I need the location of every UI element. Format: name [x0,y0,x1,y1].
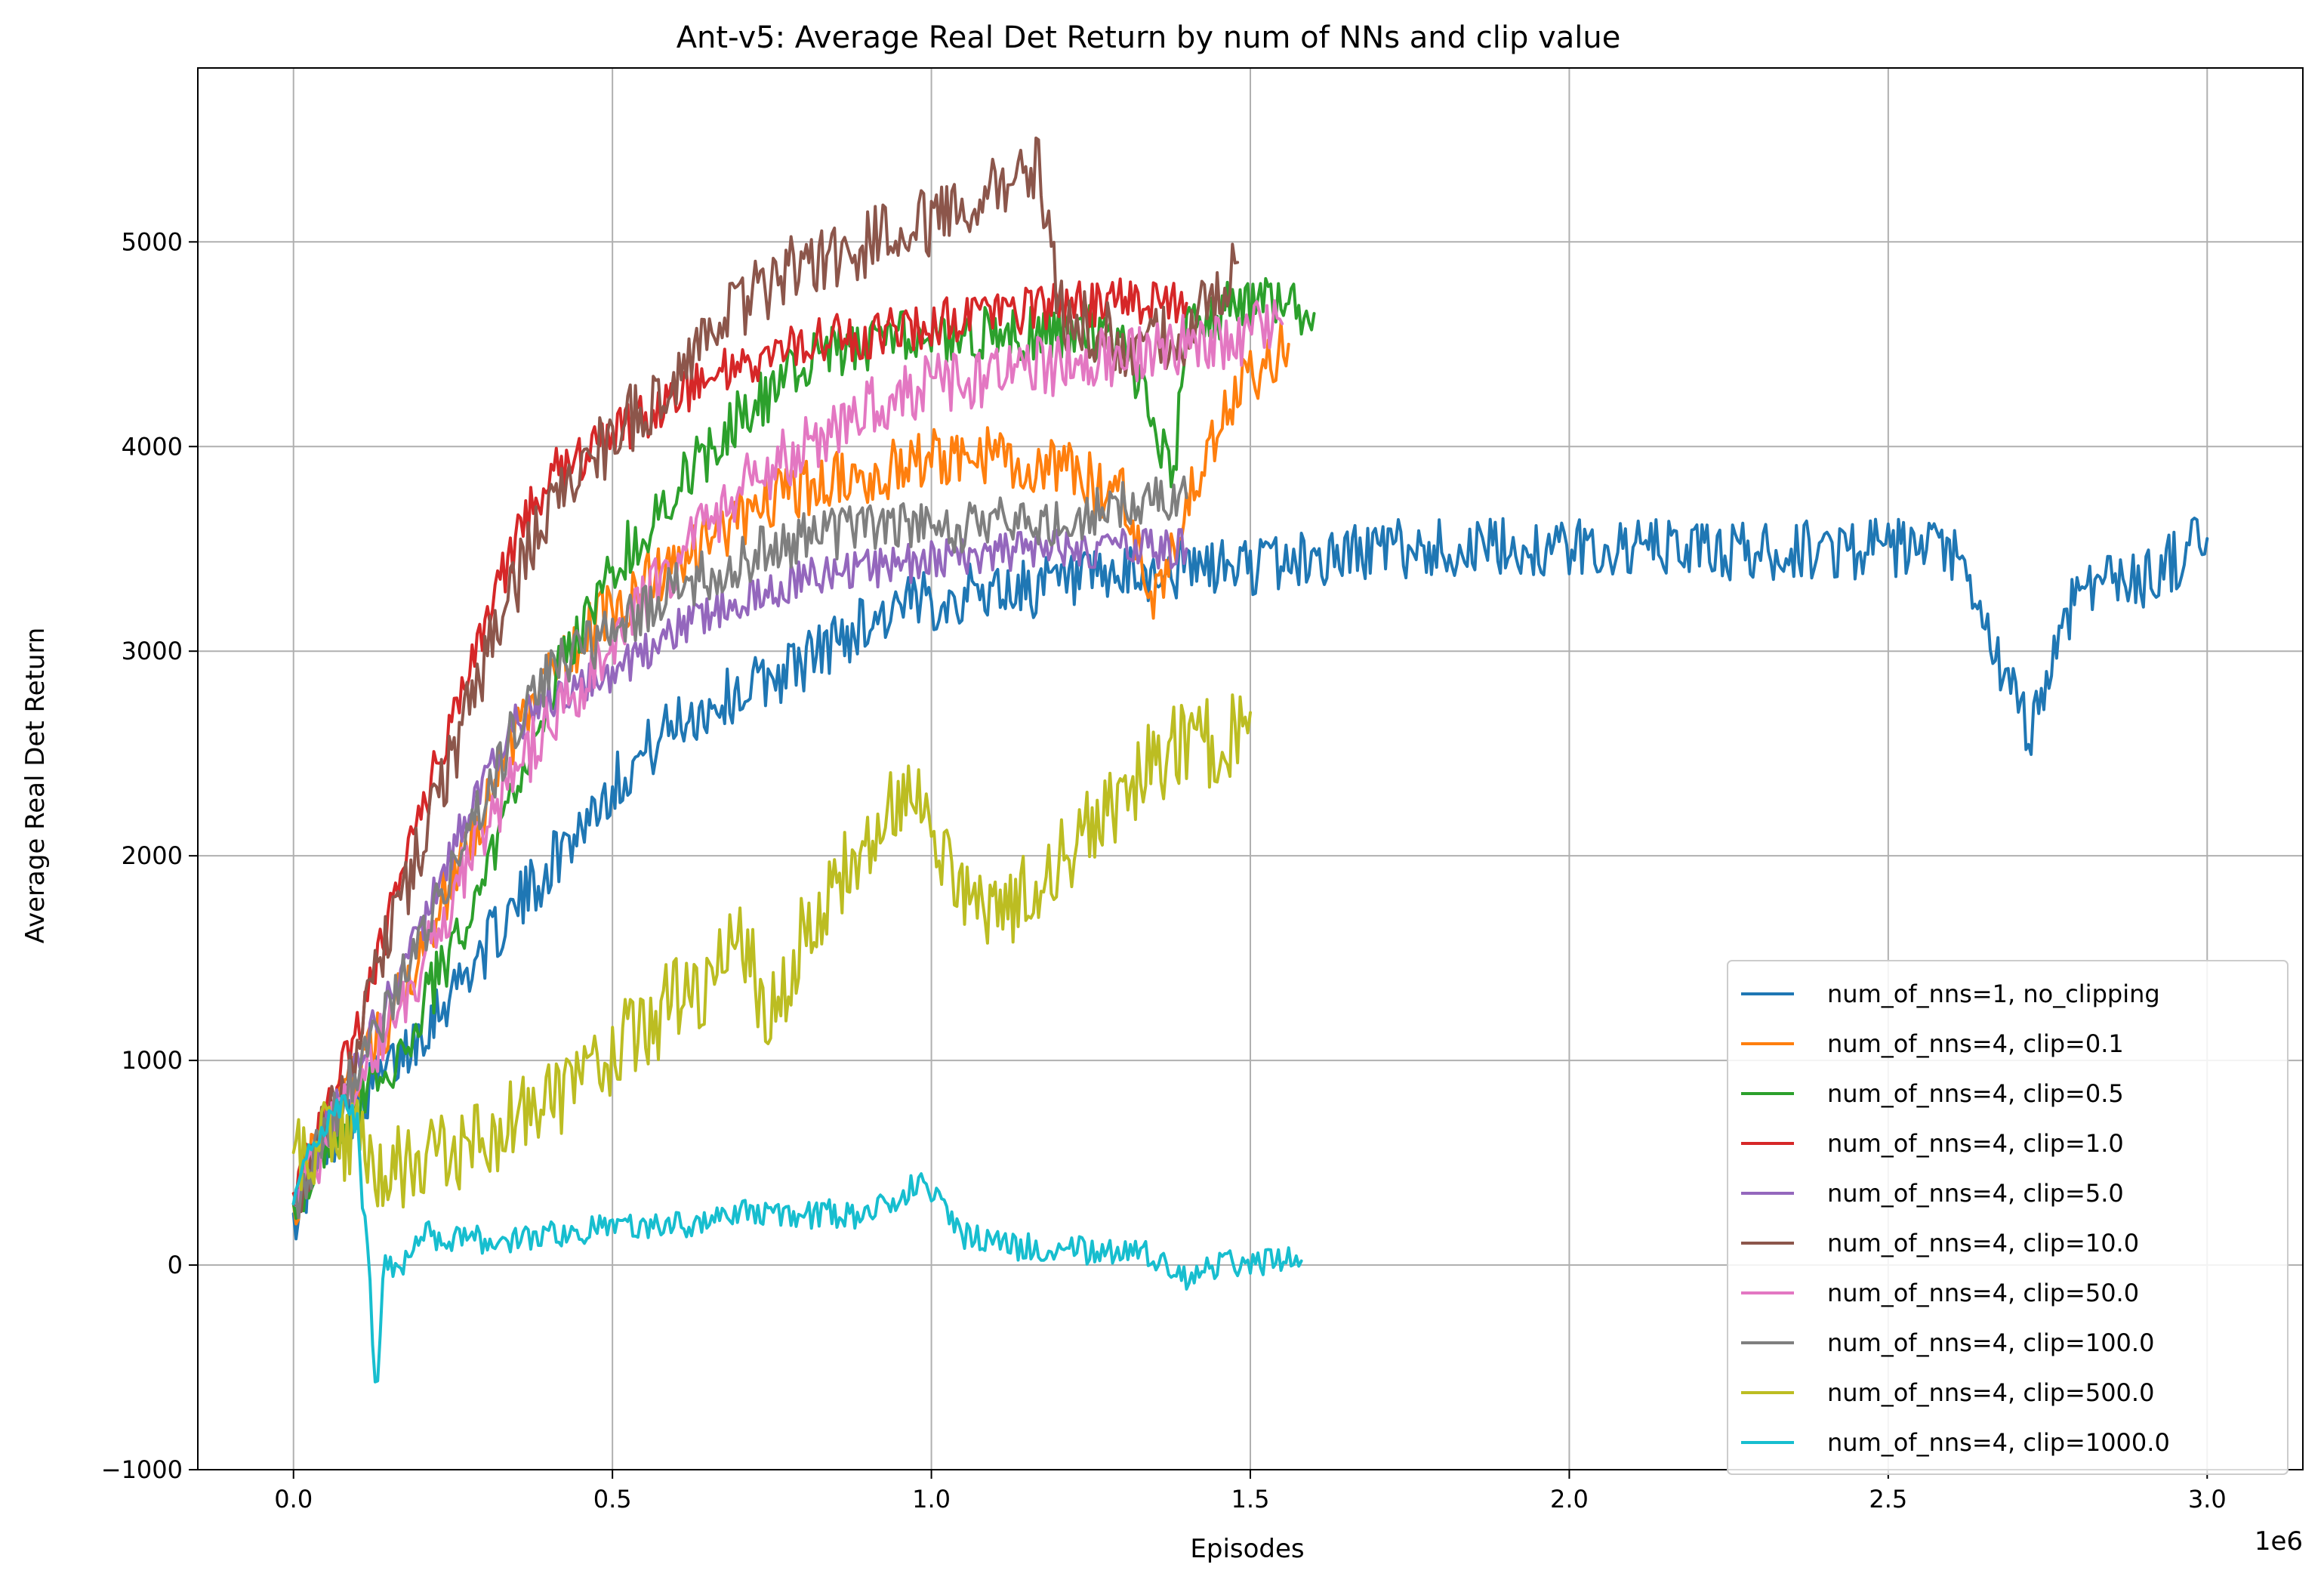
y-tick-label: 3000 [122,637,183,665]
y-axis-label: Average Real Det Return [20,628,51,944]
x-tick-label: 0.5 [593,1485,632,1513]
x-tick-label: 2.0 [1550,1485,1589,1513]
y-tick-label: 5000 [122,227,183,256]
legend-label: num_of_nns=4, clip=50.0 [1827,1279,2139,1307]
legend-frame [1727,960,2289,1475]
x-axis-ticks: 0.0 0.5 1.0 1.5 2.0 2.5 3.0 [274,1470,2227,1513]
y-tick-label: 0 [168,1251,183,1279]
series-line [291,475,1188,1220]
x-axis-label: Episodes [1190,1534,1304,1564]
legend-label: num_of_nns=4, clip=0.5 [1827,1079,2124,1108]
series-line [291,528,1188,1208]
chart-title: Ant-v5: Average Real Det Return by num o… [677,20,1621,55]
legend-label: num_of_nns=4, clip=1.0 [1827,1129,2124,1158]
legend-label: num_of_nns=4, clip=0.1 [1827,1029,2124,1058]
series-line [291,1094,1303,1384]
legend-label: num_of_nns=4, clip=10.0 [1827,1229,2139,1257]
x-tick-label: 1.0 [912,1485,951,1513]
legend-label: num_of_nns=4, clip=1000.0 [1827,1428,2170,1457]
grid-lines [198,68,2303,1470]
y-tick-label: 2000 [122,841,183,870]
legend-label: num_of_nns=4, clip=100.0 [1827,1328,2154,1357]
legend-label: num_of_nns=4, clip=500.0 [1827,1378,2154,1407]
legend: num_of_nns=1, no_clipping num_of_nns=4, c… [1727,960,2289,1475]
y-axis-ticks: −1000 0 1000 2000 3000 4000 5000 [101,227,198,1484]
series-line [291,136,1240,1214]
legend-label: num_of_nns=1, no_clipping [1827,980,2160,1008]
y-tick-label: 1000 [122,1046,183,1075]
series-line [291,299,1284,1214]
x-tick-label: 0.0 [274,1485,313,1513]
series-line [291,693,1252,1209]
x-tick-label: 1.5 [1231,1485,1270,1513]
y-tick-label: −1000 [101,1455,183,1484]
x-tick-label: 3.0 [2188,1485,2227,1513]
legend-label: num_of_nns=4, clip=5.0 [1827,1179,2124,1208]
series-group [291,136,2209,1384]
y-tick-label: 4000 [122,432,183,461]
series-line [291,517,2209,1241]
x-tick-label: 2.5 [1869,1485,1907,1513]
x-axis-offset-label: 1e6 [2255,1526,2303,1557]
